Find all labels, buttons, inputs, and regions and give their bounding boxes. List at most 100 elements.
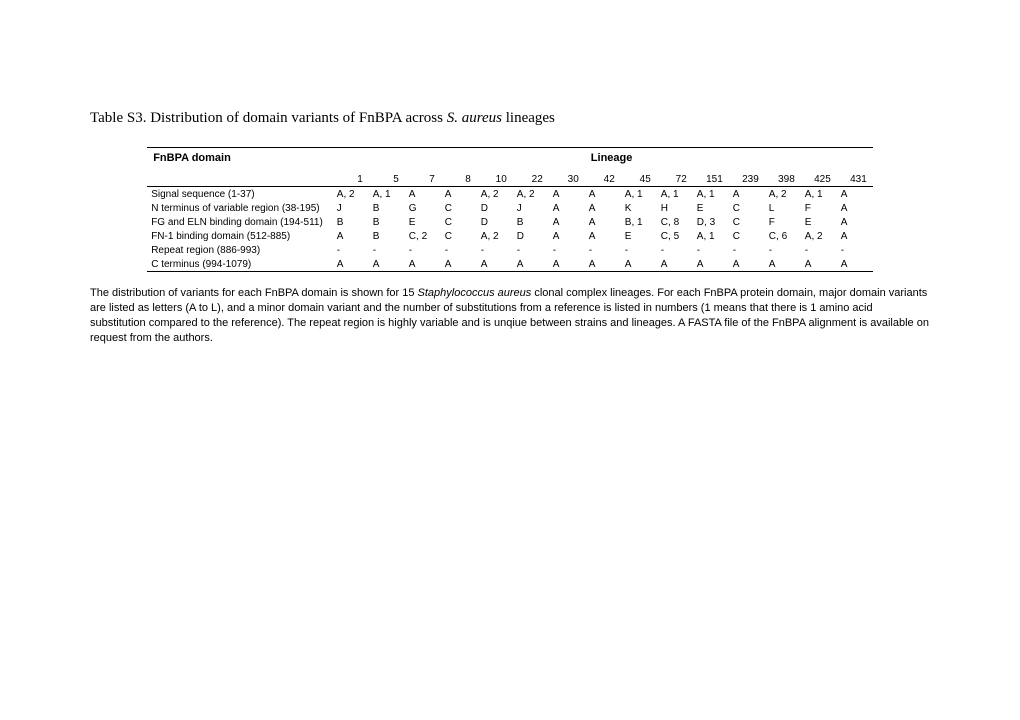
cell: -: [513, 243, 549, 257]
cell: A: [585, 229, 621, 243]
cell: A: [549, 201, 585, 215]
cell: E: [693, 201, 729, 215]
cell: -: [837, 243, 873, 257]
cell: A: [549, 215, 585, 229]
cell: C, 2: [405, 229, 441, 243]
cell: A: [441, 187, 477, 202]
cell: A: [549, 229, 585, 243]
cell: -: [585, 243, 621, 257]
lineage-col: 425: [801, 172, 837, 187]
cell: A: [693, 257, 729, 272]
cell: -: [729, 243, 765, 257]
cell: F: [765, 215, 801, 229]
lineage-col: 239: [729, 172, 765, 187]
cell: A, 2: [801, 229, 837, 243]
cell: -: [369, 243, 405, 257]
lineage-header: Lineage: [585, 148, 873, 173]
table-row: FN-1 binding domain (512-885)ABC, 2CA, 2…: [147, 229, 873, 243]
cell: A: [585, 187, 621, 202]
cell: A: [405, 187, 441, 202]
cell: A: [333, 257, 369, 272]
cell: -: [765, 243, 801, 257]
cell: B: [369, 229, 405, 243]
table-row: Repeat region (886-993)---------------: [147, 243, 873, 257]
domain-header: FnBPA domain: [147, 148, 333, 173]
lineage-col: 431: [837, 172, 873, 187]
cell: -: [693, 243, 729, 257]
lineage-col: 10: [477, 172, 513, 187]
row-label: Repeat region (886-993): [147, 243, 333, 257]
caption-part1: The distribution of variants for each Fn…: [90, 287, 418, 299]
cell: A: [837, 187, 873, 202]
cell: A: [657, 257, 693, 272]
lineage-col: 151: [693, 172, 729, 187]
cell: C: [441, 201, 477, 215]
table-row: C terminus (994-1079)AAAAAAAAAAAAAAA: [147, 257, 873, 272]
lineage-col: 45: [621, 172, 657, 187]
header-row: FnBPA domain Lineage: [147, 148, 873, 173]
cell: E: [405, 215, 441, 229]
cell: A, 2: [333, 187, 369, 202]
lineage-col: 1: [333, 172, 369, 187]
cell: C: [441, 229, 477, 243]
cell: C: [729, 215, 765, 229]
cell: A: [585, 201, 621, 215]
cell: A: [585, 215, 621, 229]
cell: A, 1: [801, 187, 837, 202]
cell: A: [441, 257, 477, 272]
cell: C: [729, 229, 765, 243]
cell: K: [621, 201, 657, 215]
row-label: FG and ELN binding domain (194-511): [147, 215, 333, 229]
row-label: Signal sequence (1-37): [147, 187, 333, 202]
empty-cell: [147, 172, 333, 187]
cell: J: [333, 201, 369, 215]
cell: B: [513, 215, 549, 229]
table-row: Signal sequence (1-37)A, 2A, 1AAA, 2A, 2…: [147, 187, 873, 202]
cell: G: [405, 201, 441, 215]
cell: A: [729, 187, 765, 202]
cell: A: [729, 257, 765, 272]
table-row: N terminus of variable region (38-195)JB…: [147, 201, 873, 215]
cell: A: [405, 257, 441, 272]
cell: A, 1: [693, 229, 729, 243]
cell: C: [729, 201, 765, 215]
cell: A, 1: [657, 187, 693, 202]
cell: B: [333, 215, 369, 229]
cell: C, 5: [657, 229, 693, 243]
cell: -: [801, 243, 837, 257]
lineage-numbers-row: 1 5 7 8 10 22 30 42 45 72 151 239 398 42…: [147, 172, 873, 187]
cell: J: [513, 201, 549, 215]
cell: A, 2: [765, 187, 801, 202]
title-prefix: Table S3. Distribution of domain variant…: [90, 110, 447, 126]
cell: -: [657, 243, 693, 257]
data-table: FnBPA domain Lineage 1 5 7 8 10 22 30 42…: [147, 147, 873, 272]
cell: F: [801, 201, 837, 215]
cell: A: [513, 257, 549, 272]
row-label: N terminus of variable region (38-195): [147, 201, 333, 215]
cell: H: [657, 201, 693, 215]
table-body: Signal sequence (1-37)A, 2A, 1AAA, 2A, 2…: [147, 187, 873, 272]
cell: A, 1: [369, 187, 405, 202]
cell: C: [441, 215, 477, 229]
cell: -: [333, 243, 369, 257]
lineage-col: 22: [513, 172, 549, 187]
cell: -: [441, 243, 477, 257]
cell: A: [477, 257, 513, 272]
lineage-col: 5: [369, 172, 405, 187]
cell: A: [549, 187, 585, 202]
cell: D: [477, 201, 513, 215]
cell: B, 1: [621, 215, 657, 229]
cell: -: [549, 243, 585, 257]
cell: D, 3: [693, 215, 729, 229]
lineage-col: 8: [441, 172, 477, 187]
cell: -: [405, 243, 441, 257]
cell: C, 6: [765, 229, 801, 243]
lineage-col: 7: [405, 172, 441, 187]
cell: A: [549, 257, 585, 272]
cell: -: [621, 243, 657, 257]
cell: E: [621, 229, 657, 243]
cell: A, 1: [621, 187, 657, 202]
cell: A: [369, 257, 405, 272]
cell: A: [621, 257, 657, 272]
cell: A, 2: [477, 229, 513, 243]
